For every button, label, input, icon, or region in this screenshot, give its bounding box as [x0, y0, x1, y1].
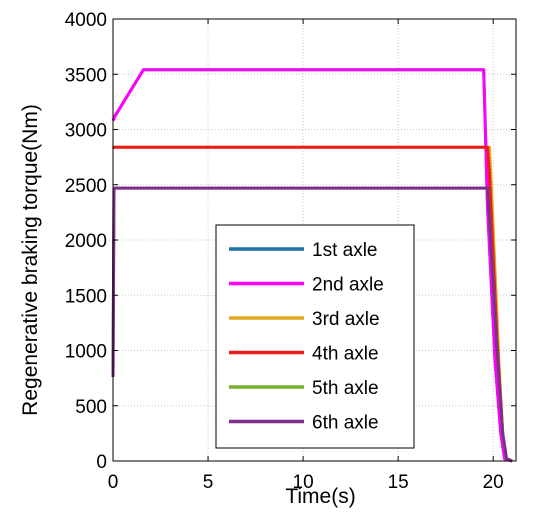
x-tick-label: 0 — [108, 472, 119, 493]
legend-label: 3rd axle — [312, 309, 380, 330]
y-tick-label: 4000 — [65, 10, 107, 31]
legend-box — [215, 224, 415, 449]
series-line-2 — [111, 68, 513, 463]
y-tick-label: 3500 — [65, 65, 107, 86]
y-tick-label: 500 — [75, 397, 107, 418]
legend-label: 6th axle — [312, 413, 379, 434]
legend-label: 1st axle — [312, 240, 377, 261]
legend-label: 4th axle — [312, 344, 379, 365]
y-tick-label: 3000 — [65, 121, 107, 142]
series-lines — [111, 68, 513, 463]
y-tick-label: 2000 — [65, 231, 107, 252]
y-tick-label: 1500 — [65, 286, 107, 307]
y-tick-label: 2500 — [65, 176, 107, 197]
axis-ticks — [112, 18, 516, 462]
x-tick-label: 5 — [203, 472, 214, 493]
axis-tick-labels: 0 5 10 15 20 0 500 1000 1500 2000 2500 3000 3500 4000 — [65, 10, 504, 493]
y-axis-label: Regenerative braking torque(Nm) — [19, 104, 42, 416]
series-line-6 — [111, 186, 513, 463]
y-tick-label: 1000 — [65, 342, 107, 363]
x-tick-label: 15 — [388, 472, 409, 493]
x-tick-label: 20 — [483, 472, 504, 493]
legend-label: 5th axle — [312, 378, 379, 399]
x-tick-label: 10 — [293, 472, 314, 493]
legend: 1st axle 2nd axle 3rd axle 4th axle 5th axle… — [215, 224, 415, 449]
y-tick-label: 0 — [96, 452, 107, 473]
legend-label: 2nd axle — [312, 275, 384, 296]
x-axis-label: Time(s) — [285, 485, 355, 508]
